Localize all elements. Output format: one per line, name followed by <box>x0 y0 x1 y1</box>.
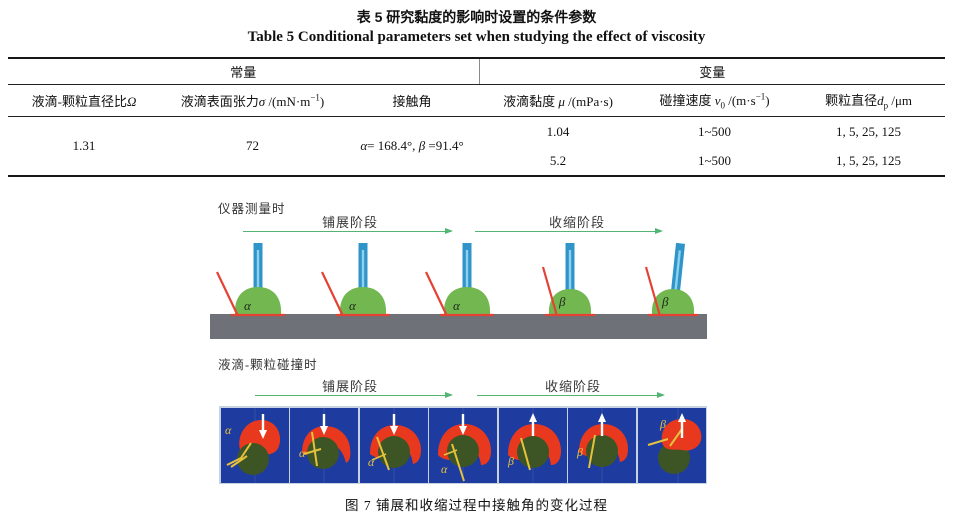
droplet-shape <box>651 289 695 314</box>
instrument-section-label: 仪器测量时 <box>218 202 286 216</box>
collision-panel-4: α <box>429 407 497 483</box>
tangent-line <box>541 266 559 317</box>
angle-marker <box>443 448 458 456</box>
collision-panel-3: α <box>359 407 428 483</box>
angle-marker <box>375 436 390 470</box>
angle-marker <box>303 447 322 455</box>
spreading-stage-label-1: 铺展阶段 <box>321 215 378 230</box>
sessile-droplet-beta-2: β <box>644 242 698 317</box>
angle-marker <box>229 454 248 468</box>
particle-shape <box>516 435 549 468</box>
cell-surface-tension: 72 <box>160 116 345 177</box>
collision-panel-6: β <box>568 407 636 483</box>
angle-label: α <box>225 423 232 437</box>
angle-label: β <box>661 294 669 309</box>
collision-panel-2: α <box>290 407 358 483</box>
angle-label: α <box>349 298 357 313</box>
col-header-particle-diameter: 颗粒直径dp /μm <box>792 84 946 117</box>
droplet-shape <box>234 287 282 314</box>
spreading-arrow-2 <box>255 391 453 398</box>
cell-viscosity-2: 5.2 <box>479 146 638 177</box>
angle-marker <box>519 437 531 470</box>
sessile-droplet-alpha-2: α <box>321 243 390 317</box>
angle-label: β <box>659 417 666 431</box>
substrate <box>210 314 707 339</box>
angle-label: β <box>507 454 514 468</box>
receding-arrow-1 <box>475 227 663 234</box>
angle-label: α <box>368 455 375 469</box>
spreading-stage-label-2: 铺展阶段 <box>321 379 378 394</box>
cell-viscosity-1: 1.04 <box>546 123 570 139</box>
droplet-shape <box>548 289 592 314</box>
cell-velocity-1: 1~500 <box>698 123 732 139</box>
tangent-line <box>321 271 344 317</box>
angle-marker <box>311 431 318 466</box>
receding-stage-label-2: 收缩阶段 <box>544 379 601 394</box>
col-header-viscosity: 液滴黏度 μ /(mPa·s) <box>479 84 638 117</box>
angle-marker <box>668 427 683 447</box>
collision-panel-1: α <box>220 407 289 483</box>
cell-diameter-ratio: 1.31 <box>8 116 160 177</box>
angle-label: β <box>576 445 583 459</box>
angle-label: α <box>244 298 252 313</box>
sessile-droplet-beta-1: β <box>541 243 595 317</box>
collision-panel-5: β <box>498 407 567 483</box>
group-header-variables: 变量 <box>478 58 946 85</box>
col-header-contact-angle: 接触角 <box>345 84 480 117</box>
figure-caption: 图 7 铺展和收缩过程中接触角的变化过程 <box>345 498 608 513</box>
angle-marker <box>451 443 465 481</box>
table-title-cn: 表 5 研究黏度的影响时设置的条件参数 <box>356 9 597 25</box>
tangent-line <box>216 271 239 317</box>
tangent-line <box>425 271 448 317</box>
angle-label: α <box>453 298 461 313</box>
angle-marker <box>647 437 668 446</box>
angle-label: α <box>299 446 306 460</box>
cell-particle-diameters-1: 1, 5, 25, 125 <box>836 123 902 139</box>
angle-label: α <box>441 462 448 476</box>
angle-marker <box>226 441 252 466</box>
col-header-surface-tension: 液滴表面张力σ /(mN·m−1) <box>160 84 345 117</box>
cell-velocity-2: 1~500 <box>637 146 793 177</box>
particle-shape <box>447 434 479 467</box>
table-title-en: Table 5 Conditional parameters set when … <box>247 29 706 45</box>
spreading-arrow-1 <box>243 227 453 234</box>
group-header-constants: 常量 <box>8 58 480 85</box>
sessile-droplet-alpha-1: α <box>216 243 285 317</box>
droplet-shape <box>339 287 387 314</box>
receding-stage-label-1: 收缩阶段 <box>548 215 605 230</box>
tangent-line <box>644 266 662 317</box>
angle-marker <box>371 452 386 461</box>
col-header-diameter-ratio: 液滴-颗粒直径比Ω <box>8 84 160 117</box>
parameters-table: 常量 变量 液滴-颗粒直径比Ω 液滴表面张力σ /(mN·m−1) 接触角 液滴… <box>8 57 946 177</box>
col-header-impact-velocity: 碰撞速度 v0 /(m·s−1) <box>637 84 793 117</box>
receding-arrow-2 <box>477 391 665 398</box>
cell-contact-angle: α= 168.4°, β =91.4° <box>345 116 480 177</box>
angle-label: β <box>558 294 566 309</box>
collision-section-label: 液滴-颗粒碰撞时 <box>218 358 318 372</box>
angle-marker <box>588 434 596 468</box>
collision-panel-strip: α α α <box>219 406 707 484</box>
droplet-shape <box>443 287 491 314</box>
collision-panel-7: β <box>637 407 706 483</box>
cell-particle-diameters-2: 1, 5, 25, 125 <box>792 146 946 177</box>
sessile-droplet-alpha-3: α <box>425 243 494 317</box>
instrument-scene: α α α β <box>210 242 707 339</box>
particle-shape <box>307 436 339 469</box>
